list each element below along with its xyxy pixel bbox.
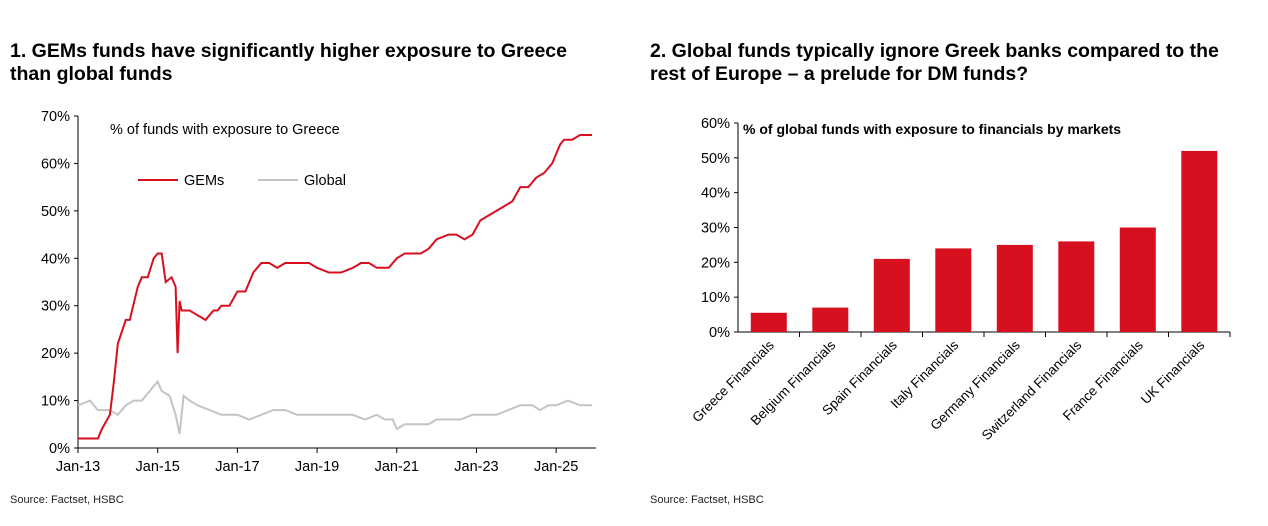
y-axis-ticks: 0% 10% 20% 30% 40% 50% 60% 70% [41, 109, 78, 457]
y-tick-label: 50% [701, 151, 730, 167]
x-axis-ticks: Jan-13 Jan-15 Jan-17 Jan-19 Jan-21 Jan-23 Jan-… [56, 448, 578, 475]
bar-belgium-financials [812, 307, 849, 332]
bar-uk-financials [1181, 150, 1218, 332]
bar-germany-financials [996, 244, 1033, 332]
x-tick-label: UK Financials [1138, 337, 1208, 407]
chart-1-title: 1. GEMs funds have significantly higher … [10, 40, 567, 85]
y-tick-label: 10% [701, 290, 730, 306]
bar-greece-financials [750, 312, 787, 332]
y-tick-label: 10% [41, 394, 70, 410]
x-tick-label: Jan-23 [454, 459, 498, 475]
y-tick-label: 40% [41, 251, 70, 267]
y-tick-label: 40% [701, 186, 730, 202]
y-tick-label: 70% [41, 109, 70, 125]
bar-chart-panel: 2. Global funds typically ignore Greek b… [640, 0, 1268, 526]
legend-global-label: Global [304, 173, 346, 189]
chart-1-inner-title: % of funds with exposure to Greece [110, 122, 340, 138]
bar-switzerland-financials [1058, 241, 1095, 332]
line-chart: 0%10%20%30%40%50%60%70% Jan-13 Jan-15 Jan-… [41, 109, 596, 475]
chart-2-source: Source: Factset, HSBC [650, 494, 764, 506]
bar-chart: 0% 10% 20% 30% 40% 50% 60% Greece FinancialsBe… [689, 116, 1231, 443]
x-tick-label: Jan-15 [136, 459, 180, 475]
bar-france-financials [1119, 227, 1156, 332]
x-tick-label: Jan-21 [375, 459, 419, 475]
y-axis-ticks: 0% 10% 20% 30% 40% 50% 60% [701, 116, 738, 341]
y-tick-label: 0% [49, 441, 70, 457]
line-chart-panel: 1. GEMs funds have significantly higher … [0, 0, 610, 526]
x-tick-label: Jan-13 [56, 459, 100, 475]
y-tick-label: 60% [701, 116, 730, 132]
legend-gems-label: GEMs [184, 173, 224, 189]
bar-italy-financials [935, 248, 972, 332]
bar-spain-financials [873, 258, 910, 332]
y-tick-label: 30% [41, 299, 70, 315]
chart-1-source: Source: Factset, HSBC [10, 494, 124, 506]
x-tick-label: Jan-25 [534, 459, 578, 475]
y-tick-label: 50% [41, 204, 70, 220]
legend: GEMs Global [138, 173, 346, 189]
series-gems-line [78, 134, 592, 440]
chart-2-inner-title: % of global funds with exposure to finan… [743, 121, 1121, 137]
y-tick-label: 20% [701, 255, 730, 271]
x-tick-label: Switzerland Financials [979, 337, 1085, 443]
series-global-line [77, 379, 592, 435]
x-tick-label: Jan-19 [295, 459, 339, 475]
y-tick-label: 30% [701, 221, 730, 237]
y-tick-label: 20% [41, 346, 70, 362]
bars [750, 150, 1218, 332]
chart-2-title: 2. Global funds typically ignore Greek b… [650, 40, 1219, 85]
x-tick-label: Jan-17 [215, 459, 259, 475]
y-tick-label: 60% [41, 156, 70, 172]
y-tick-label: 0% [709, 325, 730, 341]
